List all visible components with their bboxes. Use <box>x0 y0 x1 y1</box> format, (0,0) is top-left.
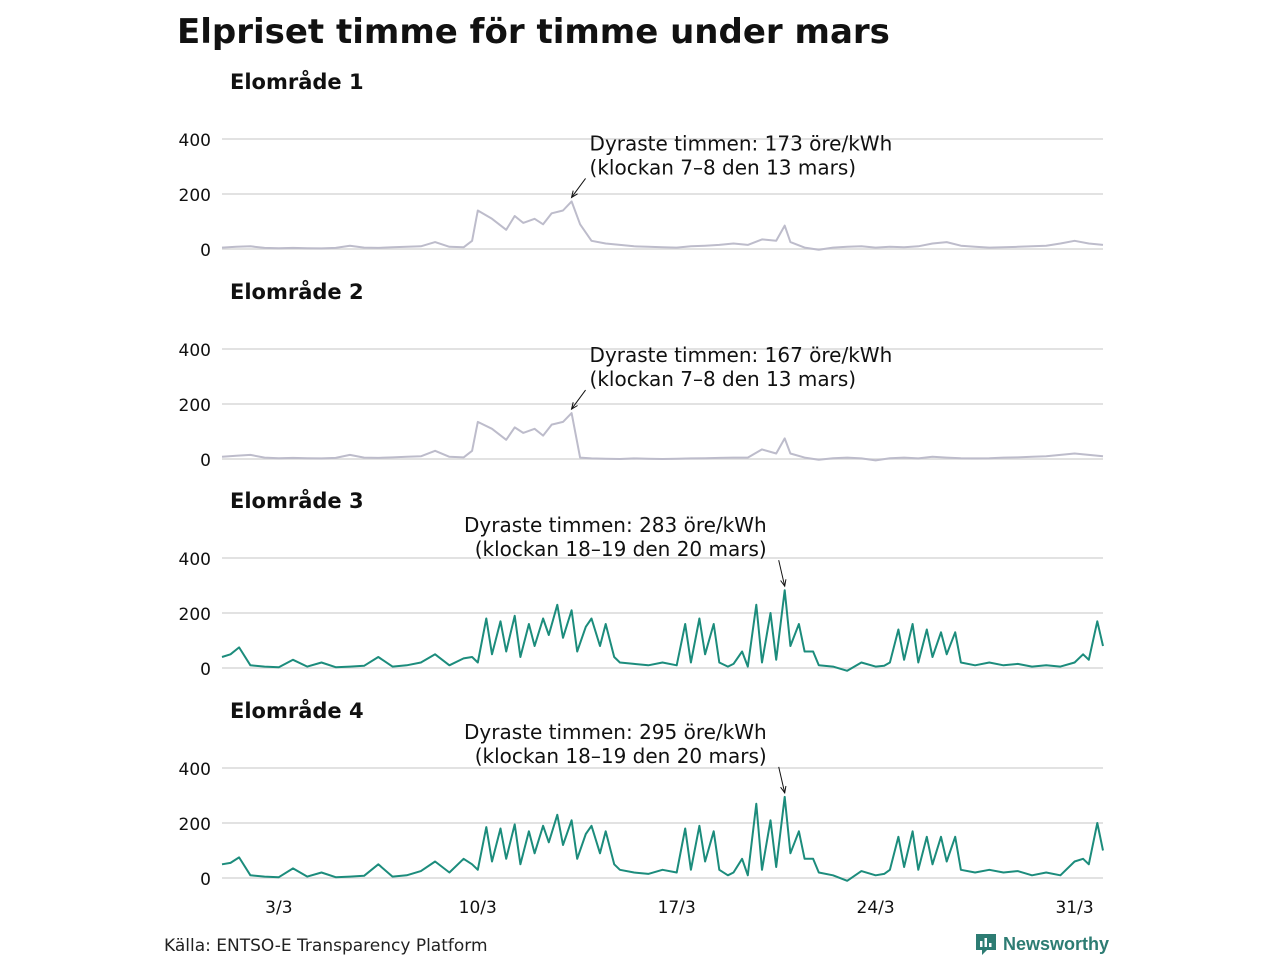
annotation-line2-1: (klockan 7–8 den 13 mars) <box>590 155 857 179</box>
x-tick-label-17-3: 17/3 <box>658 898 696 918</box>
y-tick-label-2-0: 0 <box>200 451 211 471</box>
y-tick-label-1-0: 0 <box>200 241 211 261</box>
y-tick-label-3-400: 400 <box>179 550 211 570</box>
y-tick-label-2-200: 200 <box>179 396 211 416</box>
brand-logo: Newsworthy <box>975 932 1109 956</box>
brand-name: Newsworthy <box>1003 933 1110 954</box>
x-tick-label-3-3: 3/3 <box>265 898 292 918</box>
panel-title-1: Elområde 1 <box>230 69 364 94</box>
y-tick-label-4-0: 0 <box>200 870 211 890</box>
annotation-line1-4: Dyraste timmen: 295 öre/kWh <box>464 720 767 744</box>
series-line-4 <box>221 795 1104 882</box>
annotation-arrow-3 <box>778 560 786 587</box>
annotation-line2-2: (klockan 7–8 den 13 mars) <box>590 367 857 391</box>
annotation-line2-3: (klockan 18–19 den 20 mars) <box>475 537 767 561</box>
bar-chart-icon <box>976 934 996 955</box>
source-note: Källa: ENTSO-E Transparency Platform <box>164 936 488 956</box>
annotation-arrowhead-4 <box>780 785 787 795</box>
annotation-line2-4: (klockan 18–19 den 20 mars) <box>475 744 767 768</box>
y-tick-label-2-400: 400 <box>179 341 211 361</box>
chart-title: Elpriset timme för timme under mars <box>177 12 890 52</box>
annotation-arrowhead-1 <box>570 190 578 199</box>
panels: Elområde 1 0 200 400 Dyraste timmen: 173 öre… <box>179 69 1104 918</box>
panel-title-3: Elområde 3 <box>230 488 364 513</box>
y-tick-label-1-200: 200 <box>179 186 211 206</box>
y-tick-label-1-400: 400 <box>179 131 211 151</box>
series-line-2 <box>221 412 1104 462</box>
annotation-line1-3: Dyraste timmen: 283 öre/kWh <box>464 513 767 537</box>
y-tick-label-4-400: 400 <box>179 760 211 780</box>
y-tick-label-3-0: 0 <box>200 660 211 680</box>
annotation-arrow-2 <box>571 389 586 410</box>
annotation-line1-2: Dyraste timmen: 167 öre/kWh <box>590 343 893 367</box>
annotation-arrowhead-3 <box>780 579 787 588</box>
series-line-1 <box>221 200 1104 251</box>
panel-title-2: Elområde 2 <box>230 279 364 304</box>
x-tick-label-24-3: 24/3 <box>857 898 895 918</box>
annotation-arrowhead-2 <box>570 402 578 411</box>
x-tick-label-31-3: 31/3 <box>1055 898 1093 918</box>
x-tick-label-10-3: 10/3 <box>459 898 497 918</box>
y-tick-label-4-200: 200 <box>179 815 211 835</box>
panel-title-4: Elområde 4 <box>230 698 364 723</box>
annotation-arrow-1 <box>571 178 586 198</box>
y-tick-label-3-200: 200 <box>179 605 211 625</box>
annotation-line1-1: Dyraste timmen: 173 öre/kWh <box>590 131 893 155</box>
series-line-3 <box>221 589 1104 672</box>
annotation-arrow-4 <box>778 766 786 793</box>
